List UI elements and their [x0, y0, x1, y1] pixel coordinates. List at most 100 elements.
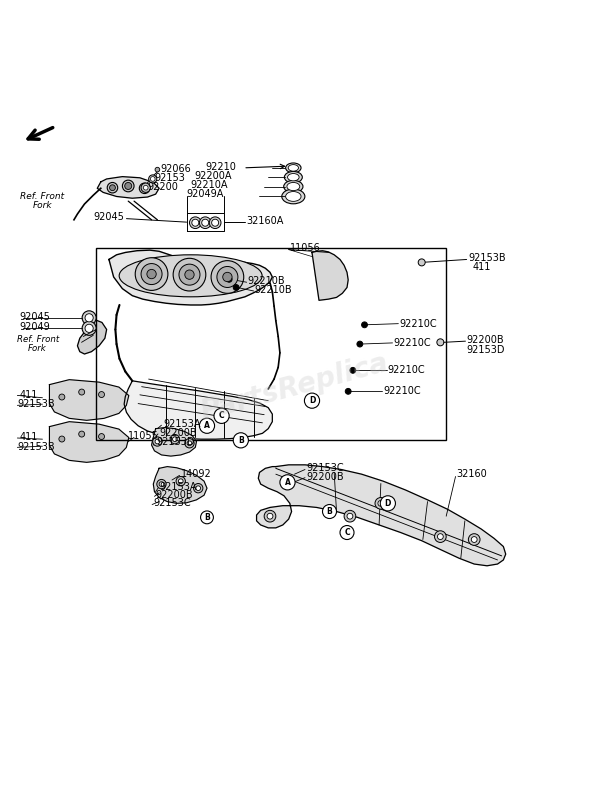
Text: 32160: 32160: [456, 469, 488, 479]
Text: 92210B: 92210B: [248, 276, 286, 286]
Circle shape: [350, 368, 356, 373]
Circle shape: [135, 258, 168, 290]
Circle shape: [82, 311, 96, 325]
Circle shape: [264, 511, 276, 522]
Polygon shape: [109, 250, 272, 305]
Circle shape: [233, 284, 239, 290]
Circle shape: [178, 479, 183, 483]
Circle shape: [123, 180, 134, 192]
Circle shape: [140, 183, 150, 193]
Text: Fork: Fork: [33, 201, 53, 209]
Polygon shape: [49, 422, 129, 463]
Circle shape: [79, 431, 85, 437]
Circle shape: [153, 437, 162, 446]
Text: Ref. Front: Ref. Front: [20, 192, 64, 201]
Circle shape: [185, 270, 194, 280]
Circle shape: [435, 531, 446, 543]
Circle shape: [141, 185, 147, 191]
Circle shape: [362, 322, 368, 328]
Text: 92153B: 92153B: [17, 443, 55, 452]
Circle shape: [201, 219, 209, 226]
Ellipse shape: [282, 189, 305, 204]
Text: B: B: [204, 513, 210, 522]
Polygon shape: [78, 319, 107, 354]
Circle shape: [110, 185, 115, 191]
Circle shape: [340, 526, 354, 539]
Circle shape: [98, 434, 104, 439]
Text: 92210A: 92210A: [190, 180, 227, 190]
Text: 92200: 92200: [147, 181, 178, 192]
Text: 411: 411: [19, 432, 38, 443]
Polygon shape: [257, 465, 506, 566]
Text: 411: 411: [472, 262, 491, 272]
Circle shape: [173, 258, 206, 291]
Circle shape: [159, 482, 164, 487]
Circle shape: [79, 389, 85, 395]
Circle shape: [141, 183, 150, 193]
Ellipse shape: [288, 165, 299, 171]
Ellipse shape: [286, 163, 301, 173]
Circle shape: [192, 219, 199, 226]
Text: 92200B: 92200B: [159, 427, 197, 438]
Circle shape: [85, 314, 93, 322]
Circle shape: [217, 267, 238, 288]
Circle shape: [155, 167, 160, 172]
Circle shape: [226, 276, 232, 282]
Ellipse shape: [284, 181, 303, 193]
Text: 32160A: 32160A: [247, 216, 284, 226]
Ellipse shape: [287, 182, 300, 191]
Ellipse shape: [119, 255, 262, 296]
Text: 92210C: 92210C: [393, 338, 431, 348]
Text: C: C: [344, 528, 350, 537]
Text: 14092: 14092: [181, 469, 211, 479]
Circle shape: [211, 260, 244, 293]
Text: 92210B: 92210B: [255, 284, 293, 295]
Text: 411: 411: [19, 390, 38, 400]
Circle shape: [148, 175, 157, 183]
Circle shape: [468, 534, 480, 546]
Circle shape: [345, 388, 351, 394]
Text: 92200B: 92200B: [466, 335, 504, 345]
Bar: [96, 248, 446, 440]
Text: C: C: [219, 411, 224, 420]
Text: 92210C: 92210C: [388, 365, 425, 376]
Text: 92153B: 92153B: [17, 400, 55, 409]
Circle shape: [347, 513, 353, 519]
Circle shape: [284, 479, 290, 485]
Text: 92153: 92153: [154, 173, 186, 183]
Circle shape: [357, 341, 363, 347]
Text: 92153D: 92153D: [466, 345, 505, 355]
Text: 92153B: 92153B: [468, 253, 506, 264]
Circle shape: [143, 185, 148, 190]
Circle shape: [107, 182, 118, 193]
Text: Fork: Fork: [27, 344, 46, 352]
Circle shape: [438, 534, 444, 539]
Circle shape: [214, 408, 229, 423]
Text: PartsReplica: PartsReplica: [197, 349, 392, 427]
Circle shape: [196, 486, 201, 491]
Circle shape: [209, 217, 221, 229]
Circle shape: [194, 483, 203, 493]
Text: 92210C: 92210C: [399, 319, 437, 328]
Polygon shape: [151, 427, 197, 456]
Polygon shape: [312, 251, 348, 300]
Circle shape: [59, 436, 65, 442]
Ellipse shape: [284, 172, 302, 183]
Circle shape: [98, 392, 104, 398]
Circle shape: [190, 217, 201, 229]
Circle shape: [125, 182, 132, 189]
Text: Ref. Front: Ref. Front: [17, 336, 59, 344]
Circle shape: [179, 264, 200, 285]
Text: 92200B: 92200B: [155, 490, 193, 500]
Circle shape: [155, 439, 160, 443]
Text: 92200B: 92200B: [306, 471, 344, 482]
Polygon shape: [49, 380, 129, 420]
Polygon shape: [97, 177, 159, 198]
Text: 92153C: 92153C: [153, 499, 191, 508]
Circle shape: [185, 439, 194, 448]
Text: A: A: [284, 478, 290, 487]
Text: 92153D: 92153D: [157, 436, 196, 447]
Text: 92049: 92049: [19, 322, 50, 332]
Text: 11055: 11055: [128, 431, 159, 441]
Circle shape: [418, 259, 425, 266]
